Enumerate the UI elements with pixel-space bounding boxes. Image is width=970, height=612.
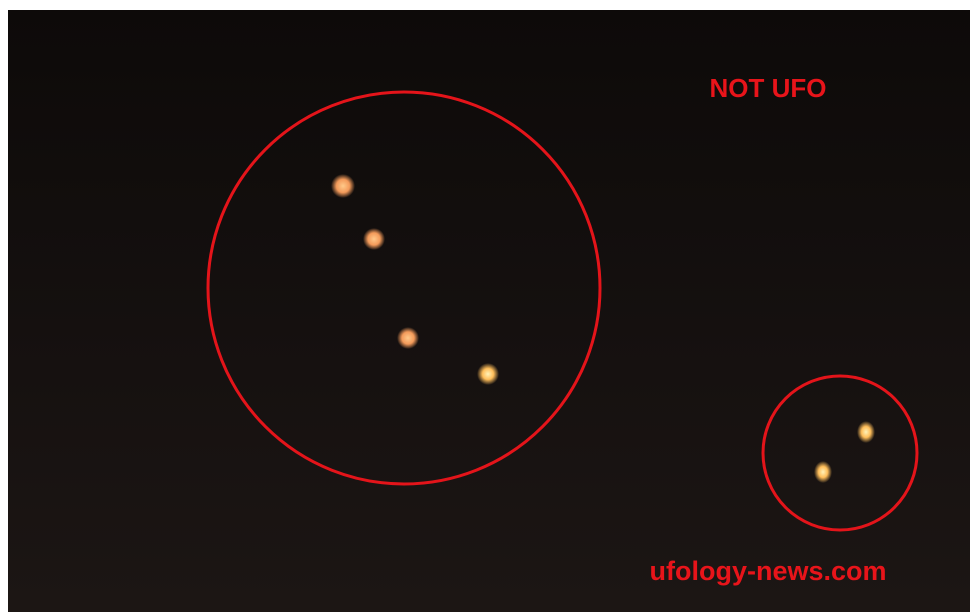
- light: [331, 174, 355, 198]
- light: [363, 228, 385, 250]
- light: [857, 421, 875, 443]
- caption: NOT UFO: [710, 73, 827, 103]
- light: [814, 461, 832, 483]
- photo: NOT UFO ufology-news.com: [0, 0, 970, 612]
- page: NOT UFO ufology-news.com (() => { const …: [0, 0, 970, 612]
- light: [397, 327, 419, 349]
- watermark: ufology-news.com: [649, 556, 886, 586]
- light: [477, 363, 499, 385]
